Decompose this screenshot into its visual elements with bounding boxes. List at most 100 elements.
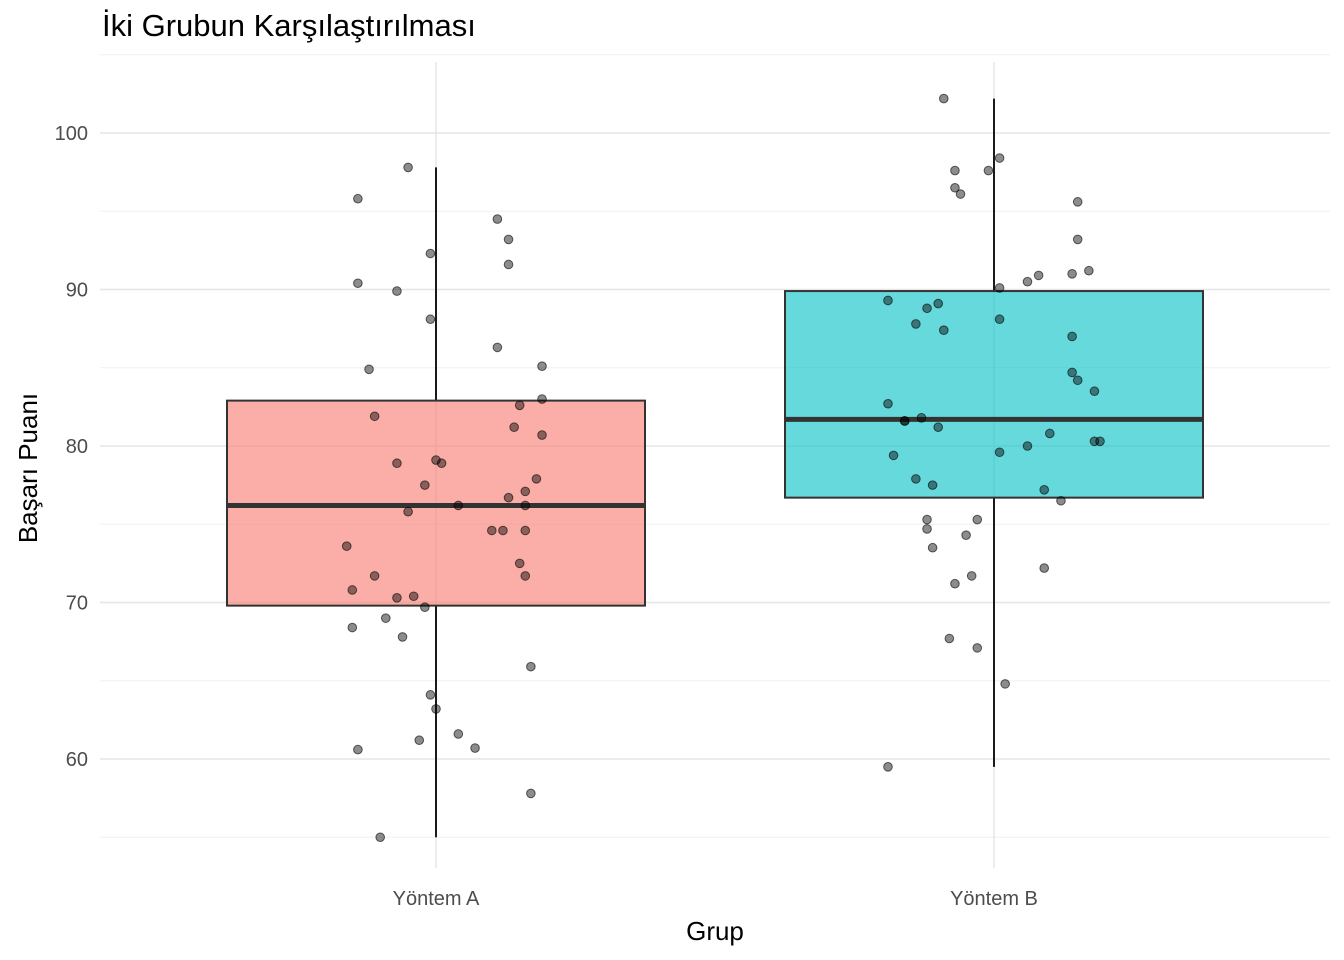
data-point <box>1072 375 1083 386</box>
data-point <box>922 514 932 525</box>
data-point <box>927 542 938 553</box>
data-point <box>1033 270 1044 281</box>
data-point <box>966 571 977 581</box>
data-point <box>380 613 391 623</box>
data-point <box>1056 495 1066 506</box>
data-point <box>420 602 430 612</box>
data-point <box>503 234 514 245</box>
data-point <box>955 189 966 199</box>
data-point <box>938 93 949 104</box>
data-point <box>526 788 536 799</box>
y-tick-label: 100 <box>55 123 88 145</box>
data-point <box>1095 436 1105 447</box>
data-point <box>961 530 971 541</box>
data-point <box>347 622 358 633</box>
data-point <box>1084 265 1094 276</box>
data-point <box>994 447 1005 458</box>
data-point <box>347 585 358 595</box>
data-point <box>911 319 921 329</box>
data-point <box>414 735 425 746</box>
box-group <box>784 98 1204 767</box>
data-point <box>392 458 402 469</box>
data-point <box>531 474 542 484</box>
data-point <box>487 525 497 536</box>
boxes <box>226 98 1204 838</box>
data-point <box>369 571 380 581</box>
data-point <box>1067 269 1077 279</box>
data-point <box>916 413 927 423</box>
data-point <box>950 578 960 589</box>
box-group <box>226 167 646 838</box>
data-point <box>1039 485 1050 495</box>
data-point <box>922 524 932 534</box>
data-point <box>503 492 514 503</box>
data-point <box>883 762 893 772</box>
data-point <box>392 593 402 603</box>
data-point <box>364 364 374 375</box>
box-rect <box>784 290 1204 499</box>
data-point <box>888 450 899 461</box>
data-point <box>369 411 380 422</box>
data-point <box>883 398 893 409</box>
data-point <box>1067 331 1077 342</box>
data-point <box>498 525 508 536</box>
y-axis-title: Başarı Puanı <box>13 393 43 543</box>
data-point <box>899 416 910 426</box>
data-point <box>453 729 464 739</box>
data-point <box>950 165 960 176</box>
data-point <box>353 744 363 755</box>
data-point <box>403 506 413 517</box>
data-point <box>927 480 938 490</box>
data-point <box>470 743 480 753</box>
data-point <box>436 458 447 469</box>
data-point <box>492 214 503 224</box>
data-point <box>1039 563 1050 573</box>
data-point <box>1045 428 1055 439</box>
data-point <box>1089 386 1100 397</box>
data-point <box>1022 441 1033 451</box>
data-point <box>537 361 547 371</box>
chart-title: İki Grubun Karşılaştırılması <box>102 8 476 43</box>
data-point <box>537 430 547 440</box>
data-point <box>972 643 983 653</box>
data-point <box>514 558 525 569</box>
data-point <box>1022 276 1033 287</box>
data-point <box>911 474 921 484</box>
data-point <box>520 486 531 497</box>
data-point <box>883 295 893 306</box>
y-tick-label: 60 <box>66 749 88 771</box>
data-point <box>950 182 960 193</box>
data-point <box>944 633 955 644</box>
data-point <box>353 278 363 289</box>
data-point <box>353 193 363 204</box>
data-point <box>994 283 1005 293</box>
data-point <box>994 314 1005 325</box>
data-point <box>425 690 436 700</box>
data-point <box>392 286 402 296</box>
data-point <box>520 571 531 581</box>
data-point <box>520 500 531 511</box>
data-point <box>526 661 536 672</box>
x-tick-label: Yöntem A <box>393 888 480 910</box>
data-point <box>983 165 994 176</box>
data-point <box>994 153 1005 163</box>
data-point <box>408 591 419 602</box>
data-point <box>341 541 352 551</box>
data-point <box>420 480 430 490</box>
data-point <box>503 259 514 270</box>
data-point <box>520 525 531 536</box>
data-point <box>933 422 944 433</box>
data-points <box>341 93 1105 843</box>
data-point <box>453 500 464 511</box>
data-point <box>375 832 386 843</box>
data-point <box>514 400 525 411</box>
data-point <box>403 162 413 173</box>
data-point <box>492 342 503 353</box>
data-point <box>425 248 436 259</box>
y-tick-label: 90 <box>66 280 88 302</box>
data-point <box>1000 679 1010 689</box>
data-point <box>397 632 408 642</box>
data-point <box>1072 197 1083 207</box>
data-point <box>1072 234 1083 245</box>
data-point <box>431 704 441 714</box>
